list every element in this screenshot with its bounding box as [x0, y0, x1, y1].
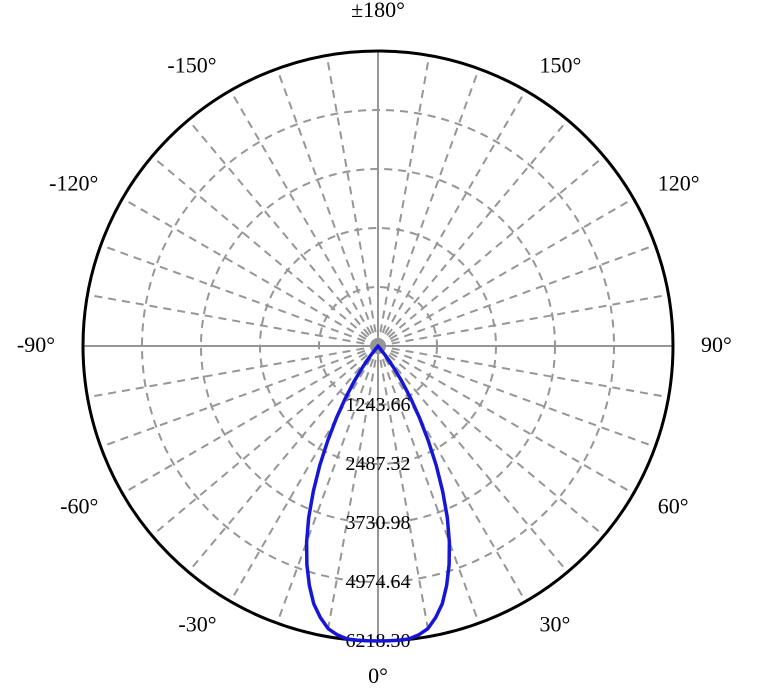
- radial-label: 2487.32: [346, 453, 411, 475]
- angle-label: -60°: [60, 494, 98, 519]
- radial-label: 1243.66: [346, 394, 411, 416]
- angle-label: 0°: [368, 663, 388, 688]
- angle-label: -90°: [17, 332, 55, 357]
- angle-label: 90°: [701, 332, 732, 357]
- angle-label: 30°: [540, 612, 571, 637]
- angle-label: -150°: [167, 52, 216, 77]
- radial-label: 3730.98: [346, 512, 411, 534]
- angle-label: 120°: [658, 171, 700, 196]
- angle-label: 150°: [540, 52, 582, 77]
- angle-label: -120°: [49, 171, 98, 196]
- radial-label: 4974.64: [346, 571, 411, 593]
- angle-label: -30°: [178, 612, 216, 637]
- polar-chart: 0° 30° 60° 90° 120° 150° ±180° -150° -120° -90° -6…: [0, 0, 757, 693]
- angle-label: ±180°: [351, 0, 405, 22]
- angle-label: 60°: [658, 494, 689, 519]
